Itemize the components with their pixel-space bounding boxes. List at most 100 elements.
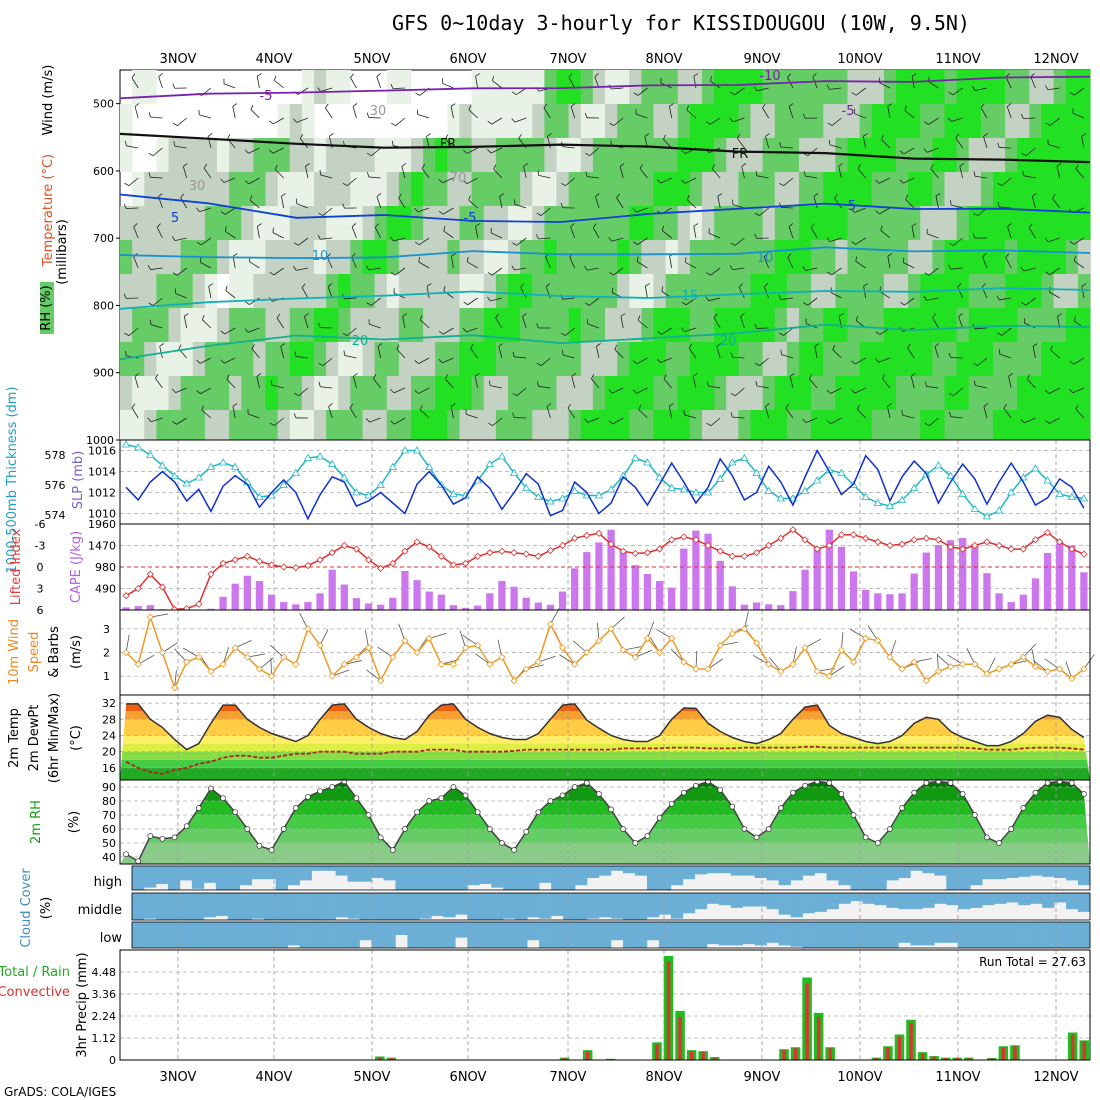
lifted-index-point (922, 534, 930, 542)
wind-barb (320, 174, 333, 179)
rh-cell (883, 70, 897, 104)
rh-cell (1017, 376, 1030, 410)
rh-cell (314, 70, 327, 104)
wind-barb (466, 147, 478, 154)
wind-barb (975, 385, 988, 389)
wind-barb-flag (827, 122, 833, 126)
wind-barb-flag (787, 253, 792, 258)
rh-cell (859, 172, 873, 206)
wind-barb (759, 357, 769, 366)
wind-barb (373, 378, 382, 389)
rh-cell (168, 410, 182, 440)
rh-cell (132, 376, 145, 410)
wind-barb (565, 177, 575, 187)
cloud-bar (742, 866, 755, 876)
rh-cell (665, 342, 679, 376)
wind-barb (1081, 136, 1085, 149)
rh-cell (617, 138, 630, 172)
temperature-label: Temperature (°C) (41, 154, 56, 267)
cloud-bar (587, 922, 600, 948)
rh-cell (568, 240, 582, 274)
rh2m-point (620, 826, 627, 832)
rh-cell (156, 240, 169, 274)
wind-barb (928, 117, 939, 125)
rh-cell (689, 138, 703, 172)
wind-barb-flag (419, 315, 423, 321)
wind-barb-flag (754, 362, 760, 367)
precip-conv-bar (712, 1057, 717, 1060)
rh-cell (556, 410, 570, 440)
rh2m-point (923, 779, 930, 786)
rh-cell (168, 308, 182, 342)
rh-cell (726, 376, 739, 410)
wind-barb-flag (765, 133, 770, 137)
wind-barb-flag (1007, 223, 1012, 227)
rh-cell (762, 172, 776, 206)
thickness-point (327, 459, 337, 467)
cloud-bar (1006, 866, 1019, 878)
wind10m-barb (235, 639, 252, 649)
wind10m-point (983, 670, 991, 678)
wind-barb-flag (959, 163, 965, 167)
rh-cell (229, 308, 242, 342)
contour-label: -5 (260, 89, 273, 104)
rh-cell (774, 376, 788, 410)
rh-cell (1077, 104, 1091, 138)
wind-barb (951, 117, 963, 122)
cape-bar (231, 583, 239, 610)
rh-cell (253, 376, 266, 410)
precip-conv-bar (585, 1051, 590, 1060)
wind-barb-flag (158, 73, 163, 77)
rh-cell (702, 172, 715, 206)
wind-barb (418, 261, 430, 269)
li-tick: 6 (37, 604, 44, 617)
rh-cell (920, 104, 933, 138)
rh-cell (641, 410, 654, 440)
rh2m-point (1020, 805, 1027, 811)
wind-barb-flag (633, 92, 639, 96)
wind-barb-flag (633, 241, 638, 245)
rh-cell (374, 376, 388, 410)
pressure-tick: 500 (93, 98, 114, 111)
wind-barb (950, 416, 963, 419)
wind-barb (562, 146, 575, 149)
cape-bar (777, 605, 785, 610)
cape-bar (801, 569, 809, 610)
cloud-bar (826, 893, 839, 910)
thickness-point (873, 498, 883, 506)
cloud-row-frame (131, 865, 1091, 891)
rh-cell (1005, 342, 1018, 376)
wind-barb-flag (645, 283, 650, 287)
rh-band (120, 815, 1090, 829)
wind-barb-flag (924, 422, 930, 427)
lifted-index-point (231, 556, 239, 564)
wind-barb-flag (198, 109, 200, 115)
wind-barb-flag (740, 313, 745, 317)
wind-barb (393, 387, 406, 394)
wind-barb (570, 226, 576, 239)
wind-barb (756, 385, 769, 389)
rh-cell (483, 104, 497, 138)
wind-barb (684, 327, 697, 333)
cloud-bar (527, 866, 540, 890)
wind-barb-flag (274, 75, 277, 81)
wind-barb (182, 166, 188, 179)
rh-cell (447, 104, 460, 138)
wind-barb-flag (958, 313, 963, 318)
rh-cell (1029, 240, 1042, 274)
wind-barb (589, 297, 600, 306)
cloud-bar (1054, 922, 1067, 948)
rh-cell (532, 274, 545, 308)
rh-cell (435, 342, 448, 376)
rh-cell (459, 138, 473, 172)
wind-barb-flag (250, 104, 254, 110)
wind-barb (256, 376, 260, 389)
wind-barb (368, 176, 381, 179)
wind-barb (296, 203, 309, 209)
wind10m-axis-label-1: 10m Wind (7, 619, 22, 685)
wind-barb (516, 237, 527, 246)
rh-cell (350, 172, 363, 206)
rh-cell (289, 274, 303, 308)
